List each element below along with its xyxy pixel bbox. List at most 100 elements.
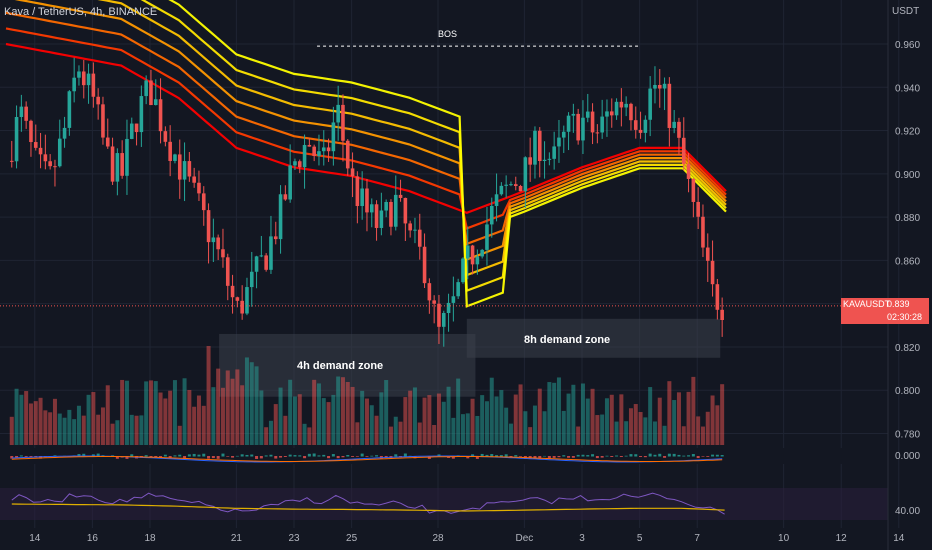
candle-body — [504, 184, 508, 186]
candle-body — [163, 131, 168, 142]
macd-histogram-bar — [658, 453, 662, 457]
candle-body — [595, 132, 600, 134]
candle-body — [158, 99, 163, 132]
volume-bar — [412, 387, 417, 445]
volume-bar — [595, 415, 600, 445]
candle-body — [235, 297, 240, 301]
candle-body — [201, 193, 206, 211]
candle-body — [302, 144, 307, 168]
candle-body — [48, 161, 52, 167]
macd-histogram-bar — [595, 456, 599, 459]
candle-body — [369, 204, 374, 213]
volume-bar — [619, 394, 624, 445]
volume-bar — [460, 414, 465, 445]
candle-body — [225, 257, 230, 286]
macd-histogram-bar — [207, 456, 211, 459]
macd-histogram-bar — [96, 453, 100, 457]
volume-bar — [331, 394, 336, 445]
volume-bar — [76, 405, 81, 445]
volume-bar — [19, 394, 24, 445]
volume-bar — [499, 390, 504, 445]
y-tick-label: 0.940 — [895, 83, 920, 94]
volume-bar — [609, 394, 614, 445]
macd-histogram-bar — [519, 456, 523, 457]
candle-body — [57, 138, 62, 167]
volume-bar — [451, 417, 456, 445]
volume-bar — [249, 362, 254, 445]
candle-body — [494, 194, 499, 206]
y-tick-label: 0.800 — [895, 386, 920, 397]
candle-body — [672, 121, 676, 128]
volume-bar — [398, 421, 403, 445]
volume-bar — [638, 412, 643, 445]
candle-body — [240, 300, 244, 314]
candle-body — [710, 260, 715, 285]
volume-bar — [129, 414, 134, 445]
volume-bar — [364, 398, 369, 445]
macd-histogram-bar — [471, 454, 475, 457]
volume-bar — [691, 376, 696, 445]
volume-bar — [24, 391, 29, 445]
candle-body — [456, 282, 460, 297]
macd-histogram-bar — [715, 454, 719, 457]
volume-bar — [432, 424, 437, 445]
candle-body — [513, 184, 518, 187]
ribbon-line — [5, 42, 727, 214]
ribbon-line — [5, 11, 727, 246]
candle-body — [149, 80, 153, 106]
candle-body — [259, 255, 264, 257]
volume-bar — [686, 391, 691, 445]
volume-bar — [523, 411, 528, 445]
ribbon-line — [97, 0, 727, 277]
candle-body — [422, 246, 427, 284]
volume-bar — [9, 416, 14, 445]
macd-histogram-bar — [293, 455, 297, 457]
candle-body — [657, 84, 662, 89]
candle-body — [134, 123, 139, 133]
candle-body — [585, 111, 590, 118]
candle-body — [653, 84, 657, 89]
macd-histogram-bar — [360, 453, 364, 457]
rsi-value-label: 40.00 — [895, 506, 920, 517]
macd-histogram-bar — [365, 456, 369, 457]
macd-histogram-bar — [610, 456, 614, 457]
candle-body — [62, 127, 67, 139]
macd-histogram-bar — [687, 455, 691, 457]
candle-body — [86, 73, 91, 86]
candle-body — [605, 111, 609, 117]
volume-bar — [230, 378, 235, 445]
symbol-title[interactable]: Kava / TetherUS, 4h, BINANCE — [4, 6, 158, 18]
macd-histogram-bar — [15, 456, 19, 458]
volume-bar — [374, 415, 379, 445]
volume-bar — [422, 397, 427, 445]
macd-histogram-bar — [235, 455, 239, 457]
macd-histogram-bar — [163, 454, 167, 457]
candle-body — [129, 123, 134, 139]
macd-histogram-bar — [39, 456, 43, 459]
candle-body — [600, 116, 604, 133]
volume-bar — [672, 400, 677, 445]
macd-histogram-bar — [667, 453, 671, 457]
last-price-badge: KAVAUSDT 0.839 02:30:28 — [841, 298, 929, 324]
candle-body — [384, 201, 388, 211]
macd-histogram-bar — [605, 455, 609, 457]
macd-histogram-bar — [533, 456, 537, 459]
macd-histogram-bar — [466, 456, 470, 459]
macd-histogram-bar — [499, 455, 503, 457]
volume-bar — [403, 397, 408, 445]
volume-bar — [153, 381, 158, 445]
demand-zones — [219, 318, 721, 397]
badge-countdown: 02:30:28 — [887, 312, 923, 322]
x-tick-label: 23 — [288, 533, 300, 544]
volume-bar — [436, 393, 441, 445]
candle-body — [331, 122, 336, 152]
candle-body — [432, 300, 436, 304]
x-tick-label: 21 — [231, 533, 243, 544]
volume-bar — [571, 384, 576, 445]
macd-histogram-bar — [231, 456, 235, 458]
volume-bar — [43, 410, 48, 445]
candle-body — [105, 137, 110, 147]
macd-histogram-bar — [485, 454, 489, 457]
volume-bar — [302, 423, 307, 445]
